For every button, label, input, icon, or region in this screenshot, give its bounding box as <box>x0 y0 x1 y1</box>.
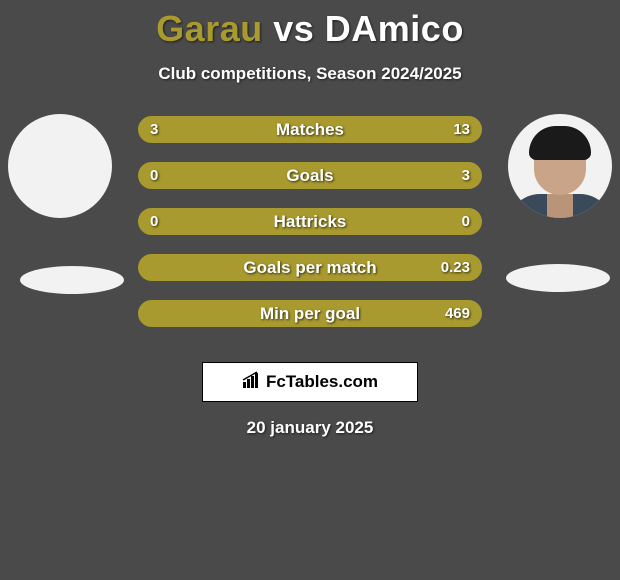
logo-text: FcTables.com <box>266 372 378 392</box>
bar-fill-right <box>138 254 482 281</box>
player2-club-badge <box>506 264 610 292</box>
stat-row: 313Matches <box>138 116 482 143</box>
player2-name: DAmico <box>325 8 464 49</box>
bar-fill-right <box>200 116 482 143</box>
fctables-logo[interactable]: FcTables.com <box>202 362 418 402</box>
stat-row: 469Min per goal <box>138 300 482 327</box>
player2-avatar <box>508 114 612 218</box>
player1-name: Garau <box>156 8 263 49</box>
bar-fill <box>138 208 482 235</box>
comparison-panel: 313Matches 03Goals 00Hattricks 0.23Goals pe… <box>0 114 620 334</box>
stat-row: 00Hattricks <box>138 208 482 235</box>
stat-row: 03Goals <box>138 162 482 189</box>
bar-fill-right <box>138 300 482 327</box>
stat-row: 0.23Goals per match <box>138 254 482 281</box>
avatar-hair <box>529 126 591 160</box>
date-text: 20 january 2025 <box>0 418 620 438</box>
vs-text: vs <box>273 8 314 49</box>
bar-fill-left <box>138 116 200 143</box>
stat-bars: 313Matches 03Goals 00Hattricks 0.23Goals pe… <box>138 116 482 346</box>
barchart-icon <box>242 371 262 394</box>
player1-club-badge <box>20 266 124 294</box>
avatar-neck <box>547 194 573 218</box>
bar-fill-right <box>138 162 482 189</box>
subtitle: Club competitions, Season 2024/2025 <box>0 64 620 84</box>
player1-avatar <box>8 114 112 218</box>
page-title: Garau vs DAmico <box>0 0 620 50</box>
